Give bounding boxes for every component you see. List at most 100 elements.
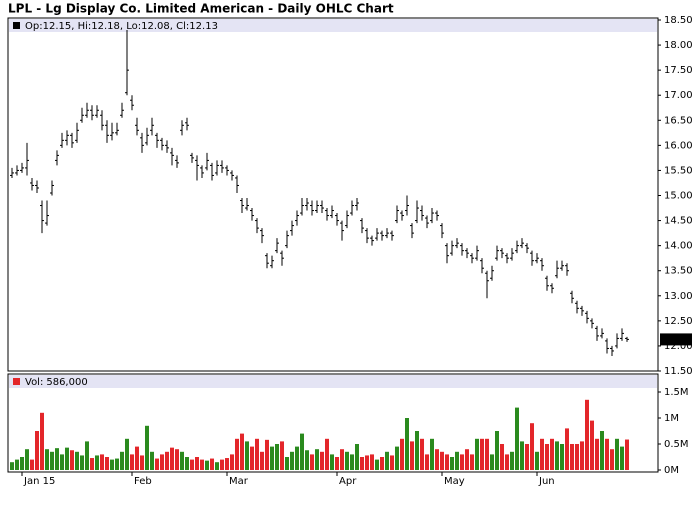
y-tick-label: 14.50 — [664, 216, 693, 227]
volume-bar — [135, 446, 139, 470]
y-tick-label: 1.5M — [664, 387, 689, 398]
volume-bar — [330, 454, 334, 470]
volume-bar — [60, 454, 64, 470]
y-tick-label: 17.00 — [664, 90, 693, 101]
legend-value: 12.13 — [189, 21, 218, 32]
legend-value: 12.08 — [141, 21, 170, 32]
volume-bar — [510, 451, 514, 470]
volume-bar — [225, 458, 229, 470]
volume-bar — [180, 451, 184, 470]
volume-bar — [230, 454, 234, 470]
volume-bar — [490, 454, 494, 470]
legend-value: 12.18 — [91, 21, 120, 32]
legend-swatch — [13, 22, 20, 29]
volume-bar — [620, 446, 624, 470]
x-tick-label: Jan 15 — [23, 476, 55, 487]
volume-bar — [585, 399, 589, 470]
volume-bar — [215, 462, 219, 470]
volume-bar — [75, 451, 79, 470]
volume-bar — [485, 438, 489, 470]
volume-bar — [110, 459, 114, 470]
volume-bar — [205, 460, 209, 470]
volume-bar — [390, 455, 394, 470]
volume-bar — [160, 454, 164, 470]
volume-bar — [345, 451, 349, 470]
volume-bar — [255, 438, 259, 470]
volume-bar — [480, 438, 484, 470]
y-tick-label: 14.00 — [664, 241, 693, 252]
legend-label: Vol: — [25, 377, 43, 388]
volume-bar — [550, 438, 554, 470]
volume-bar — [380, 457, 384, 470]
y-tick-label: 0M — [664, 465, 679, 476]
volume-bar — [90, 458, 94, 470]
volume-bar — [50, 451, 54, 470]
volume-bar — [250, 446, 254, 470]
volume-bar — [425, 454, 429, 470]
volume-bar — [260, 451, 264, 470]
legend-label: , Hi: — [71, 21, 91, 32]
y-tick-label: 0.5M — [664, 439, 689, 450]
volume-bar — [555, 441, 559, 470]
y-tick-label: 18.50 — [664, 15, 693, 26]
volume-bar — [370, 454, 374, 470]
volume-bar — [65, 447, 69, 470]
volume-bar — [605, 438, 609, 470]
volume-bar — [175, 449, 179, 470]
volume-bar — [290, 451, 294, 470]
volume-bar — [430, 438, 434, 470]
volume-bar — [500, 444, 504, 470]
last-price-box — [660, 333, 692, 346]
x-tick-label: Feb — [134, 476, 152, 487]
volume-bar — [170, 447, 174, 470]
volume-bar — [445, 454, 449, 470]
y-tick-label: 11.50 — [664, 366, 693, 377]
volume-bar — [265, 439, 269, 470]
volume-bar — [130, 454, 134, 470]
volume-panel — [7, 373, 659, 473]
volume-bar — [125, 438, 129, 470]
y-tick-label: 12.50 — [664, 316, 693, 327]
volume-bar — [375, 459, 379, 470]
volume-bar — [195, 457, 199, 470]
volume-bar — [610, 449, 614, 470]
volume-bar — [520, 441, 524, 470]
volume-bar — [40, 412, 44, 470]
volume-bar — [140, 455, 144, 470]
volume-bar — [115, 458, 119, 470]
volume-bar — [400, 438, 404, 470]
y-tick-label: 13.50 — [664, 266, 693, 277]
volume-bar — [185, 457, 189, 470]
volume-bar — [295, 446, 299, 470]
legend-band — [9, 19, 657, 32]
volume-bar — [165, 451, 169, 470]
volume-bar — [320, 451, 324, 470]
volume-bar — [70, 450, 74, 470]
volume-bar — [275, 444, 279, 470]
volume-bar — [365, 455, 369, 470]
y-tick-label: 12.00 — [664, 341, 693, 352]
volume-bar — [450, 457, 454, 470]
volume-bar — [210, 458, 214, 470]
volume-bar — [95, 455, 99, 470]
volume-bar — [465, 449, 469, 470]
volume-bar — [80, 455, 84, 470]
y-tick-label: 17.50 — [664, 65, 693, 76]
legend-swatch — [13, 378, 20, 385]
volume-bar — [145, 425, 149, 470]
volume-legend: Vol: 586,000 — [25, 377, 88, 388]
volume-bar — [600, 431, 604, 470]
volume-bar — [595, 438, 599, 470]
volume-bar — [540, 438, 544, 470]
x-tick-label: Mar — [229, 476, 249, 487]
volume-bar — [325, 438, 329, 470]
volume-bar — [220, 459, 224, 470]
volume-bar — [340, 449, 344, 470]
y-tick-label: 13.00 — [664, 291, 693, 302]
volume-bar — [335, 457, 339, 470]
volume-bar — [440, 451, 444, 470]
volume-bar — [45, 449, 49, 470]
volume-bar — [455, 451, 459, 470]
volume-bar — [560, 444, 564, 470]
x-tick-label: Jun — [538, 476, 555, 487]
